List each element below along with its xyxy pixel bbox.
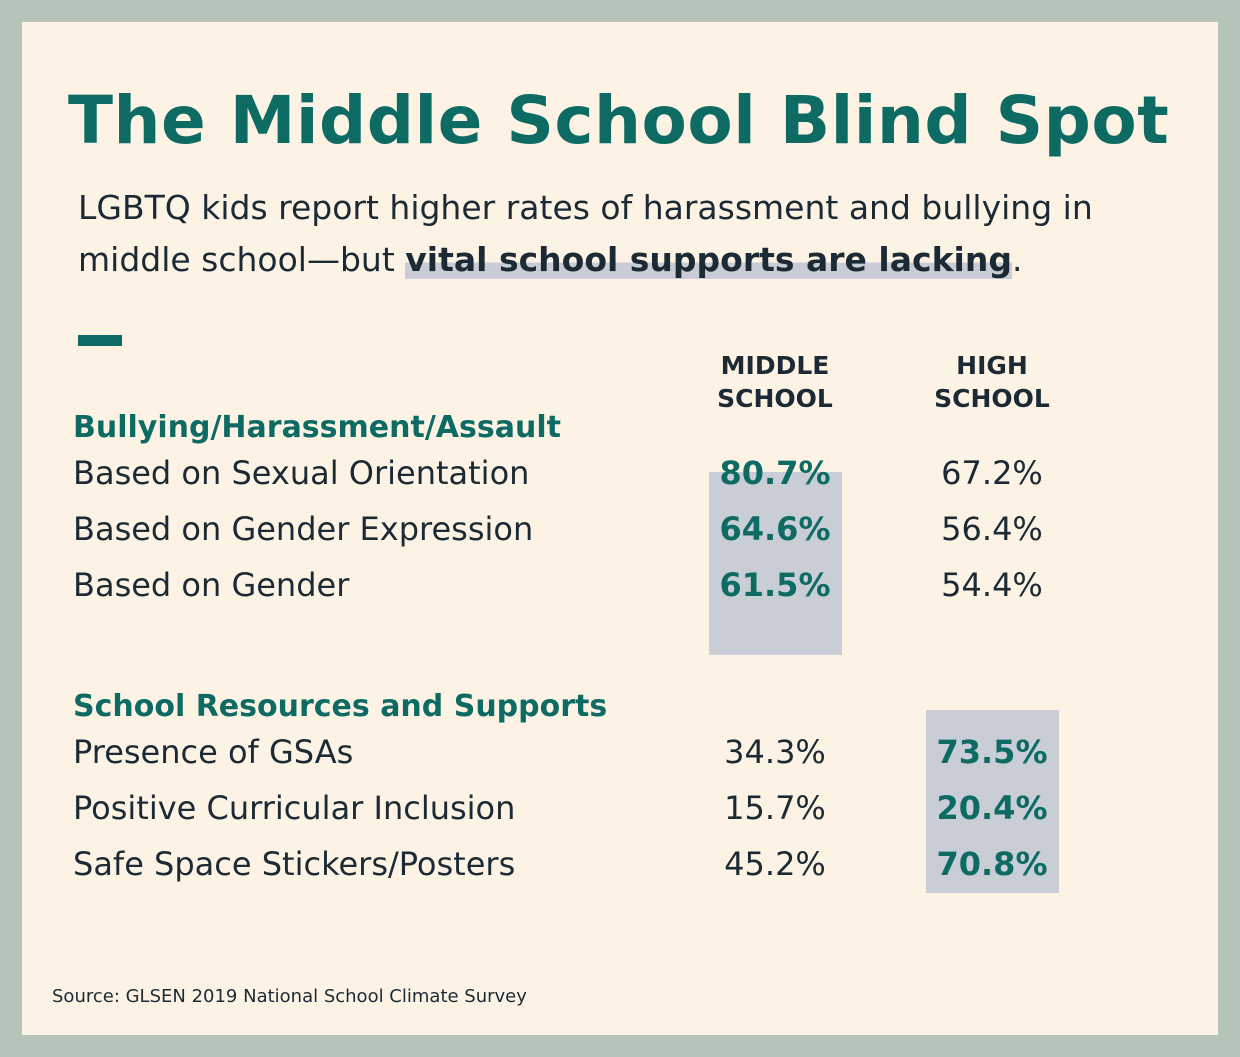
- value-cell: 56.4%: [941, 510, 1043, 548]
- subtitle: LGBTQ kids report higher rates of harass…: [78, 182, 1138, 286]
- value-cell: 54.4%: [941, 566, 1043, 604]
- value-cell: 15.7%: [724, 789, 826, 827]
- subtitle-end: .: [1011, 240, 1023, 279]
- value-cell: 80.7%: [719, 454, 831, 492]
- value-cell: 67.2%: [941, 454, 1043, 492]
- row-label: Presence of GSAs: [73, 733, 354, 771]
- section-heading: School Resources and Supports: [73, 689, 608, 724]
- value-cell: 45.2%: [724, 845, 826, 883]
- value-cell: 34.3%: [724, 733, 826, 771]
- row-label: Safe Space Stickers/Posters: [73, 845, 516, 883]
- value-cell: 64.6%: [719, 510, 831, 548]
- accent-dash: [78, 335, 122, 346]
- column-header: HIGH SCHOOL: [934, 351, 1050, 413]
- highlight-box: [926, 710, 1059, 893]
- column-header: MIDDLE SCHOOL: [717, 351, 833, 413]
- card: The Middle School Blind Spot LGBTQ kids …: [22, 22, 1218, 1035]
- row-label: Based on Gender: [73, 566, 350, 604]
- highlight-box: [709, 472, 842, 655]
- value-cell: 70.8%: [936, 845, 1048, 883]
- subtitle-highlight: vital school supports are lacking: [405, 240, 1012, 279]
- value-cell: 73.5%: [936, 733, 1048, 771]
- row-label: Based on Gender Expression: [73, 510, 534, 548]
- value-cell: 61.5%: [719, 566, 831, 604]
- section-heading: Bullying/Harassment/Assault: [73, 410, 561, 445]
- source: Source: GLSEN 2019 National School Clima…: [52, 986, 527, 1007]
- value-cell: 20.4%: [936, 789, 1048, 827]
- row-label: Positive Curricular Inclusion: [73, 789, 516, 827]
- title: The Middle School Blind Spot: [68, 82, 1170, 159]
- row-label: Based on Sexual Orientation: [73, 454, 530, 492]
- subtitle-text: LGBTQ kids report higher rates of harass…: [78, 188, 1093, 279]
